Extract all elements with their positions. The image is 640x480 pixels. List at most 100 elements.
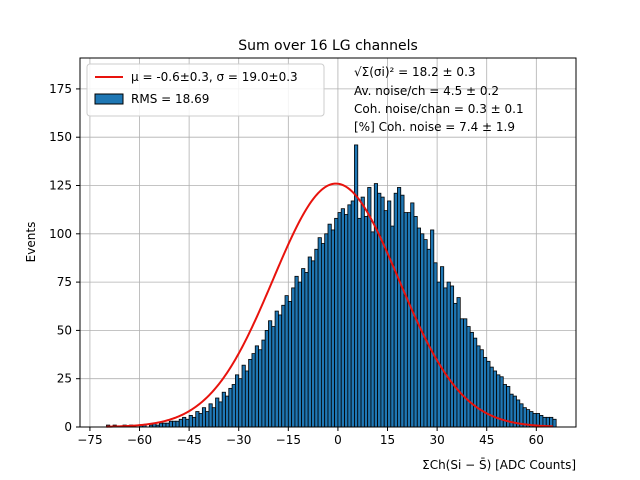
x-tick-label: −45 (176, 433, 201, 447)
histogram-bar (175, 420, 180, 428)
annotation-coh-noise-chan: Coh. noise/chan = 0.3 ± 0.1 (354, 102, 524, 116)
y-tick-label: 100 (49, 227, 72, 241)
histogram-bar (453, 302, 458, 428)
annotation-avg-noise: Av. noise/ch = 4.5 ± 0.2 (354, 84, 499, 98)
histogram-bar (162, 422, 167, 428)
chart-title: Sum over 16 LG channels (238, 38, 418, 54)
histogram-bar (297, 281, 302, 428)
histogram-bar (258, 349, 263, 428)
histogram-bar (397, 187, 402, 428)
histogram-bar (251, 353, 256, 428)
histogram-bar (426, 248, 431, 428)
gaussian-fit-curve (106, 182, 553, 428)
histogram-bar (406, 212, 412, 428)
legend-box (86, 63, 325, 117)
histogram-bar (192, 416, 197, 428)
histogram-bar (195, 411, 200, 428)
histogram-bar (473, 337, 478, 428)
histogram-bar (244, 370, 250, 428)
x-tick-label: −15 (276, 433, 301, 447)
histogram-bar (433, 262, 438, 428)
histogram-bar (248, 358, 253, 428)
histogram-bar (340, 208, 345, 428)
legend-fit-label: μ = -0.6±0.3, σ = 19.0±0.3 (131, 70, 298, 84)
histogram-bar (320, 243, 326, 428)
y-tick-label: 50 (57, 323, 72, 337)
histogram-bar (168, 420, 173, 428)
histogram-bar (489, 366, 494, 428)
histogram-bar (188, 415, 193, 428)
histogram-bar (304, 272, 309, 428)
histogram-bar (201, 407, 207, 428)
histogram-bar (268, 320, 273, 428)
histogram-bar (327, 223, 332, 428)
x-tick-label: −75 (77, 433, 102, 447)
histogram-bar (165, 422, 170, 428)
y-tick-label: 0 (64, 420, 72, 434)
histogram-bar (287, 301, 293, 428)
histogram-bar (383, 210, 388, 428)
histogram-bar (277, 314, 283, 428)
x-tick-label: 15 (380, 433, 395, 447)
histogram-bar (400, 194, 405, 428)
histogram-bar (367, 187, 372, 428)
histogram-bar (363, 216, 369, 428)
legend-hist-swatch (94, 93, 124, 105)
histogram-bar (235, 374, 240, 428)
x-tick-label: −30 (226, 433, 251, 447)
histogram-bar (215, 397, 220, 428)
histogram-bar (463, 318, 468, 428)
y-tick-label: 125 (49, 179, 72, 193)
histogram-bar (423, 239, 428, 428)
histogram-bar (228, 387, 233, 428)
histogram-bar (354, 144, 359, 428)
legend: μ = -0.6±0.3, σ = 19.0±0.3 RMS = 18.69 (86, 63, 325, 117)
histogram-bar (330, 229, 336, 428)
histogram-bar (301, 268, 306, 428)
histogram-bar (198, 413, 203, 428)
histogram-bar (231, 384, 236, 428)
x-tick-label: −60 (127, 433, 152, 447)
x-tick-label: 30 (429, 433, 444, 447)
histogram-bar (469, 331, 474, 428)
legend-hist-label: RMS = 18.69 (131, 92, 209, 106)
histogram-bar (390, 225, 395, 428)
histogram-bar (456, 297, 461, 428)
histogram-bar (185, 418, 190, 428)
histogram-bar (393, 192, 398, 428)
histogram-bar (238, 378, 243, 428)
y-tick-label: 25 (57, 372, 72, 386)
histogram-bar (403, 212, 408, 428)
x-tick-label: 0 (334, 433, 342, 447)
noise-annotations: √Σ(σi)² = 18.2 ± 0.3 Av. noise/ch = 4.5 … (354, 65, 524, 134)
histogram-bar (294, 275, 299, 428)
histogram-bar (158, 422, 164, 428)
histogram-bar (440, 266, 445, 428)
histogram-bar (486, 360, 491, 428)
histogram-bar (344, 214, 349, 428)
histogram-bar (314, 248, 319, 428)
histogram-bar (208, 403, 213, 428)
x-tick-label: 45 (479, 433, 494, 447)
histogram-bar (552, 418, 557, 428)
x-axis-label: ΣCh(Si − S̄) [ADC Counts] (422, 458, 576, 472)
histogram-bar (387, 200, 392, 428)
histogram-bar (436, 281, 441, 428)
histogram-bar (254, 345, 259, 428)
histogram-bar (483, 357, 488, 428)
histogram-bar (350, 200, 355, 428)
histogram-bar (182, 416, 187, 428)
y-axis-label: Events (24, 222, 38, 263)
histogram-bar (172, 420, 177, 428)
histogram-bar (373, 183, 379, 428)
histogram-bar (357, 217, 362, 428)
histogram-bar (274, 310, 279, 428)
histogram-bar (337, 212, 342, 428)
histogram-bar (334, 217, 339, 428)
histogram-bar (380, 196, 385, 428)
histogram-bar (459, 318, 464, 428)
plot-frame (79, 57, 577, 428)
histogram-bar (307, 256, 312, 428)
histogram-bars (106, 144, 557, 428)
histogram-bar (284, 295, 289, 428)
